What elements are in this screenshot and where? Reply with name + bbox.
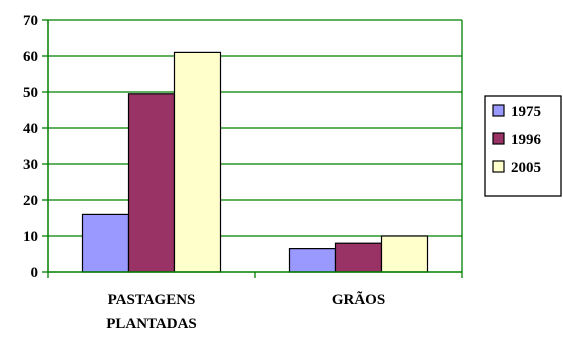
category-label-line: GRÃOS bbox=[332, 290, 385, 308]
category-labels: PASTAGENS PLANTADAS GRÃOS bbox=[106, 290, 385, 332]
y-tick-label-30: 30 bbox=[23, 157, 38, 173]
legend-label-2005: 2005 bbox=[511, 160, 541, 176]
bar-1996-0 bbox=[127, 93, 176, 273]
category-label-0: PASTAGENS PLANTADAS bbox=[106, 292, 197, 332]
bars bbox=[81, 51, 429, 273]
category-label-line: PLANTADAS bbox=[106, 316, 197, 332]
category-label-line: PASTAGENS bbox=[108, 292, 196, 308]
legend: 1975 1996 2005 bbox=[484, 95, 562, 197]
y-tick-label-20: 20 bbox=[23, 193, 38, 209]
axes bbox=[42, 19, 463, 278]
y-tick-labels: 0 10 20 30 40 50 60 70 bbox=[23, 13, 38, 281]
bar-1996-1 bbox=[334, 242, 383, 273]
y-tick-label-50: 50 bbox=[23, 85, 38, 101]
legend-label-1975: 1975 bbox=[511, 104, 541, 120]
bar-2005-1 bbox=[380, 235, 429, 273]
bar-1975-1 bbox=[288, 248, 337, 273]
legend-swatch-2005 bbox=[492, 160, 505, 173]
y-tick-label-10: 10 bbox=[23, 229, 38, 245]
y-tick-label-40: 40 bbox=[23, 121, 38, 137]
legend-swatch-1975 bbox=[492, 104, 505, 117]
category-label-1: GRÃOS bbox=[332, 290, 385, 308]
y-tick-label-70: 70 bbox=[23, 13, 38, 29]
y-tick-label-60: 60 bbox=[23, 49, 38, 65]
y-tick-label-0: 0 bbox=[31, 265, 39, 281]
bar-1975-0 bbox=[81, 213, 130, 273]
legend-swatch-1996 bbox=[492, 132, 505, 145]
bar-2005-0 bbox=[173, 51, 222, 273]
legend-label-1996: 1996 bbox=[511, 132, 542, 148]
grid-lines bbox=[48, 19, 462, 237]
